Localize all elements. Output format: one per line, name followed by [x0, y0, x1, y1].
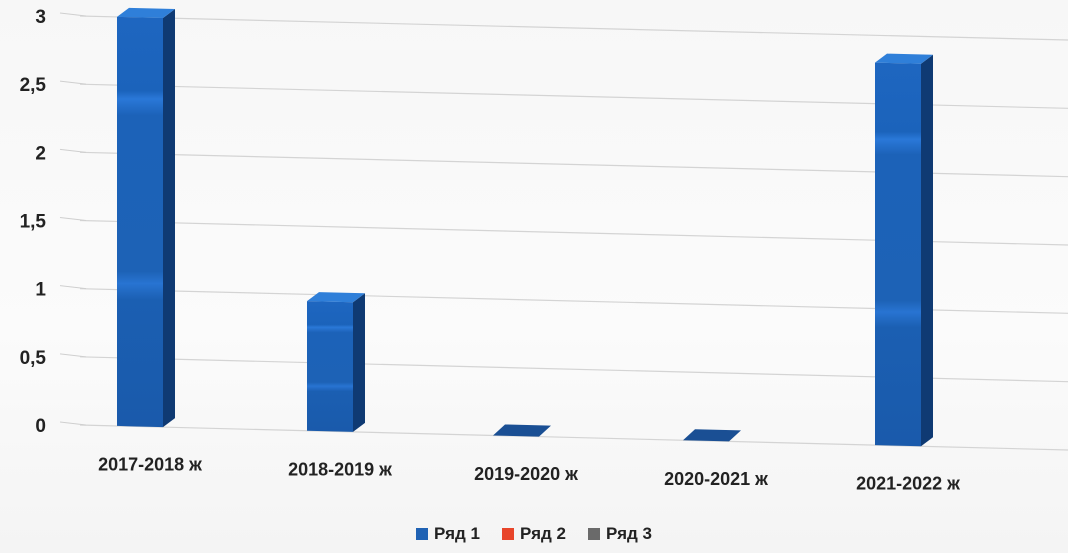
bar-side-1 [353, 293, 365, 432]
x-category-label-2: 2019-2020 ж [474, 464, 578, 484]
legend-label-series-3: Ряд 3 [606, 524, 653, 543]
bar-side-0 [163, 9, 175, 428]
y-tick-label-5: 2,5 [20, 75, 47, 96]
bar-2 [493, 424, 551, 437]
x-category-label-1: 2018-2019 ж [288, 459, 392, 479]
y-tick-label-2: 1 [35, 280, 46, 301]
bar-chart-svg: 0 0,5 1 1,5 2 2,5 3 2017-2018 ж 2018-2019 ж 2019-… [20, 7, 1068, 494]
legend-swatch-series-3 [588, 528, 600, 540]
x-category-label-4: 2021-2022 ж [856, 474, 960, 494]
axis-tick-3 [59, 217, 87, 221]
axis-tick-4 [59, 148, 87, 153]
y-tick-label-1: 0,5 [20, 348, 47, 369]
legend: Ряд 1 Ряд 2 Ряд 3 [0, 524, 1068, 544]
x-category-label-0: 2017-2018 ж [98, 455, 202, 475]
legend-label-series-2: Ряд 2 [519, 524, 566, 543]
axis-tick-5 [59, 80, 87, 85]
bar-4 [875, 62, 921, 447]
y-tick-label-3: 1,5 [20, 212, 47, 233]
axis-tick-6 [59, 12, 87, 17]
legend-item-series-3: Ряд 3 [588, 524, 652, 544]
bar-0 [117, 16, 163, 428]
gridline-0 [79, 424, 1068, 451]
gridline-6 [79, 15, 1068, 41]
bar-side-4 [921, 54, 933, 447]
legend-item-series-1: Ряд 1 [415, 524, 480, 544]
axis-tick-2 [59, 285, 87, 290]
bar-top-1 [307, 292, 365, 303]
axis-tick-1 [59, 353, 87, 358]
y-tick-label-6: 3 [35, 7, 46, 28]
y-tick-label-0: 0 [35, 416, 46, 437]
legend-swatch-series-2 [501, 528, 514, 540]
y-tick-label-4: 2 [35, 143, 46, 164]
axis-tick-0 [59, 421, 87, 426]
legend-swatch-series-1 [415, 528, 428, 540]
bar-3 [683, 429, 741, 442]
legend-item-series-2: Ряд 2 [501, 524, 566, 544]
x-category-label-3: 2020-2021 ж [664, 469, 768, 489]
legend-label-series-1: Ряд 1 [433, 524, 480, 543]
bar-top-4 [875, 53, 933, 64]
bar-top-0 [117, 7, 175, 19]
bar-1 [307, 301, 353, 432]
